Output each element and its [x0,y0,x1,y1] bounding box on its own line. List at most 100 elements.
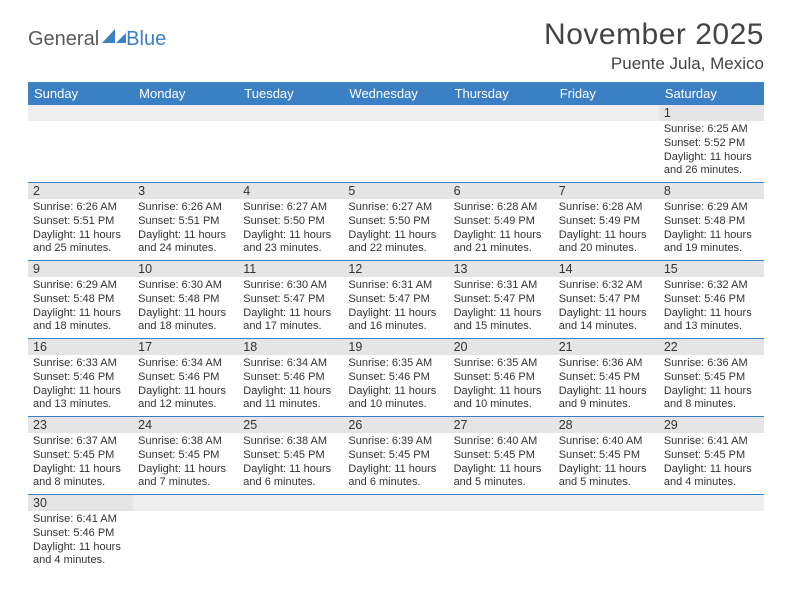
calendar-empty [659,495,764,573]
day-info: Sunrise: 6:28 AMSunset: 5:49 PMDaylight:… [559,201,654,256]
day-number: 22 [659,339,764,355]
day-number: 11 [238,261,343,277]
day-info: Sunrise: 6:25 AMSunset: 5:52 PMDaylight:… [664,123,759,178]
day-info: Sunrise: 6:31 AMSunset: 5:47 PMDaylight:… [454,279,549,334]
day-number [554,105,659,121]
calendar-week: 2 Sunrise: 6:26 AMSunset: 5:51 PMDaylight… [28,183,764,261]
day-number: 9 [28,261,133,277]
calendar-empty [133,495,238,573]
day-info: Sunrise: 6:29 AMSunset: 5:48 PMDaylight:… [33,279,128,334]
logo-text-blue: Blue [126,28,166,51]
day-number: 4 [238,183,343,199]
day-number: 8 [659,183,764,199]
day-info: Sunrise: 6:36 AMSunset: 5:45 PMDaylight:… [664,357,759,412]
day-number [133,495,238,511]
day-number: 25 [238,417,343,433]
day-number: 16 [28,339,133,355]
day-info: Sunrise: 6:41 AMSunset: 5:45 PMDaylight:… [664,435,759,490]
day-number [238,495,343,511]
day-number: 24 [133,417,238,433]
calendar-day: 27Sunrise: 6:40 AMSunset: 5:45 PMDayligh… [449,417,554,495]
day-info: Sunrise: 6:29 AMSunset: 5:48 PMDaylight:… [664,201,759,256]
day-info: Sunrise: 6:39 AMSunset: 5:45 PMDaylight:… [348,435,443,490]
calendar-day: 2 Sunrise: 6:26 AMSunset: 5:51 PMDaylight… [28,183,133,261]
day-number: 5 [343,183,448,199]
calendar-day: 11Sunrise: 6:30 AMSunset: 5:47 PMDayligh… [238,261,343,339]
day-number [133,105,238,121]
calendar-day: 30 Sunrise: 6:41 AMSunset: 5:46 PMDayligh… [28,495,133,573]
day-info: Sunrise: 6:31 AMSunset: 5:47 PMDaylight:… [348,279,443,334]
calendar-empty [449,105,554,183]
calendar-day: 21Sunrise: 6:36 AMSunset: 5:45 PMDayligh… [554,339,659,417]
day-number [238,105,343,121]
calendar-day: 6 Sunrise: 6:28 AMSunset: 5:49 PMDaylight… [449,183,554,261]
calendar-empty [133,105,238,183]
day-number [28,105,133,121]
day-number: 2 [28,183,133,199]
day-info: Sunrise: 6:40 AMSunset: 5:45 PMDaylight:… [559,435,654,490]
day-number: 20 [449,339,554,355]
day-number [449,105,554,121]
day-number: 17 [133,339,238,355]
day-info: Sunrise: 6:32 AMSunset: 5:47 PMDaylight:… [559,279,654,334]
calendar-empty [449,495,554,573]
day-number: 1 [659,105,764,121]
calendar-day: 4 Sunrise: 6:27 AMSunset: 5:50 PMDaylight… [238,183,343,261]
day-header: Wednesday [343,82,448,105]
day-number: 7 [554,183,659,199]
day-info: Sunrise: 6:32 AMSunset: 5:46 PMDaylight:… [664,279,759,334]
calendar-week: 9 Sunrise: 6:29 AMSunset: 5:48 PMDaylight… [28,261,764,339]
calendar-empty [238,495,343,573]
calendar-empty [238,105,343,183]
calendar-empty [343,105,448,183]
calendar-week: 16Sunrise: 6:33 AMSunset: 5:46 PMDayligh… [28,339,764,417]
day-info: Sunrise: 6:35 AMSunset: 5:46 PMDaylight:… [348,357,443,412]
day-info: Sunrise: 6:26 AMSunset: 5:51 PMDaylight:… [138,201,233,256]
day-info: Sunrise: 6:36 AMSunset: 5:45 PMDaylight:… [559,357,654,412]
title-block: November 2025 Puente Jula, Mexico [544,18,764,74]
location: Puente Jula, Mexico [544,54,764,74]
day-number: 14 [554,261,659,277]
day-info: Sunrise: 6:41 AMSunset: 5:46 PMDaylight:… [33,513,128,568]
calendar-day: 5Sunrise: 6:27 AMSunset: 5:50 PMDaylight… [343,183,448,261]
calendar-day: 1 Sunrise: 6:25 AMSunset: 5:52 PMDaylight… [659,105,764,183]
day-number: 30 [28,495,133,511]
calendar-empty [343,495,448,573]
day-number: 15 [659,261,764,277]
month-title: November 2025 [544,18,764,52]
logo: General Blue [28,18,166,51]
day-info: Sunrise: 6:26 AMSunset: 5:51 PMDaylight:… [33,201,128,256]
calendar-header-row: SundayMondayTuesdayWednesdayThursdayFrid… [28,82,764,105]
calendar-day: 18 Sunrise: 6:34 AMSunset: 5:46 PMDayligh… [238,339,343,417]
calendar-day: 16Sunrise: 6:33 AMSunset: 5:46 PMDayligh… [28,339,133,417]
calendar-day: 15 Sunrise: 6:32 AMSunset: 5:46 PMDayligh… [659,261,764,339]
calendar-day: 3 Sunrise: 6:26 AMSunset: 5:51 PMDaylight… [133,183,238,261]
calendar-day: 23Sunrise: 6:37 AMSunset: 5:45 PMDayligh… [28,417,133,495]
day-number [449,495,554,511]
day-header: Friday [554,82,659,105]
day-number: 3 [133,183,238,199]
day-number [343,105,448,121]
day-header: Thursday [449,82,554,105]
calendar-day: 20Sunrise: 6:35 AMSunset: 5:46 PMDayligh… [449,339,554,417]
calendar-day: 26Sunrise: 6:39 AMSunset: 5:45 PMDayligh… [343,417,448,495]
day-number: 23 [28,417,133,433]
day-info: Sunrise: 6:27 AMSunset: 5:50 PMDaylight:… [243,201,338,256]
calendar-table: SundayMondayTuesdayWednesdayThursdayFrid… [28,82,764,572]
day-header: Monday [133,82,238,105]
calendar-day: 29Sunrise: 6:41 AMSunset: 5:45 PMDayligh… [659,417,764,495]
calendar-day: 25Sunrise: 6:38 AMSunset: 5:45 PMDayligh… [238,417,343,495]
day-number: 18 [238,339,343,355]
day-info: Sunrise: 6:28 AMSunset: 5:49 PMDaylight:… [454,201,549,256]
calendar-empty [554,105,659,183]
day-header: Sunday [28,82,133,105]
day-info: Sunrise: 6:30 AMSunset: 5:48 PMDaylight:… [138,279,233,334]
calendar-day: 12 Sunrise: 6:31 AMSunset: 5:47 PMDayligh… [343,261,448,339]
calendar-empty [28,105,133,183]
day-number: 27 [449,417,554,433]
day-number: 6 [449,183,554,199]
day-info: Sunrise: 6:38 AMSunset: 5:45 PMDaylight:… [138,435,233,490]
day-info: Sunrise: 6:34 AMSunset: 5:46 PMDaylight:… [243,357,338,412]
day-number: 12 [343,261,448,277]
calendar-week: 1 Sunrise: 6:25 AMSunset: 5:52 PMDaylight… [28,105,764,183]
